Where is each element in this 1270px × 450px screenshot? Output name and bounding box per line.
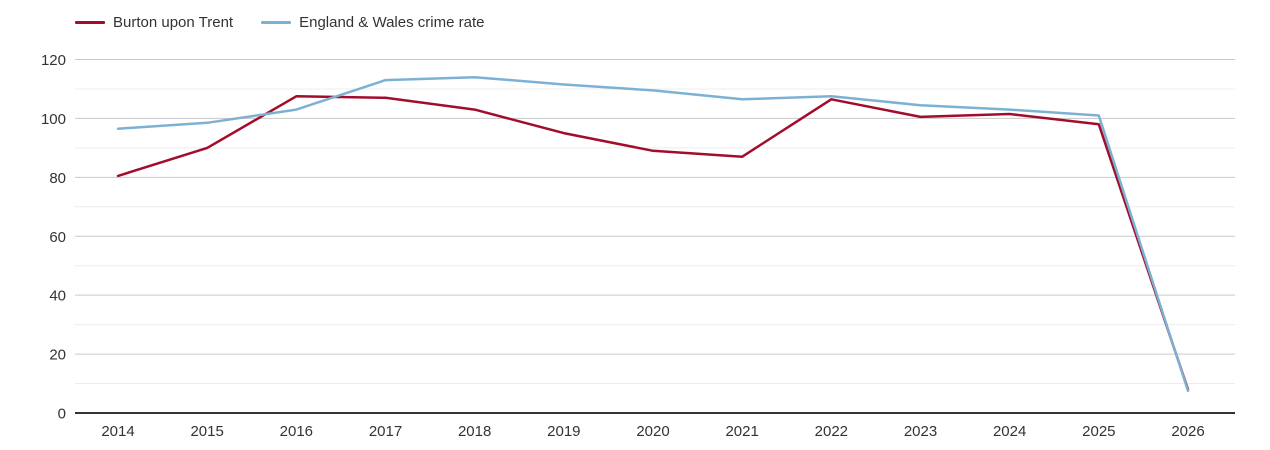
england-wales-crime-rate-line	[116, 75, 1190, 393]
x-axis-tick-label: 2024	[993, 423, 1026, 440]
x-axis-tick-label: 2020	[636, 423, 669, 440]
legend-item-burton-upon-trent[interactable]: Burton upon Trent	[75, 14, 233, 31]
y-axis-tick-label: 0	[58, 406, 66, 423]
y-axis-tick-label: 20	[49, 347, 66, 364]
legend-item-england-wales[interactable]: England & Wales crime rate	[261, 14, 484, 31]
legend: Burton upon Trent England & Wales crime …	[75, 14, 484, 31]
burton-upon-trent-line	[116, 95, 1190, 391]
x-axis-tick-label: 2025	[1082, 423, 1115, 440]
x-axis-tick-label: 2022	[815, 423, 848, 440]
y-axis-tick-label: 80	[49, 170, 66, 187]
legend-label-england-wales: England & Wales crime rate	[299, 14, 485, 31]
y-axis-tick-label: 40	[49, 288, 66, 305]
y-axis-tick-label: 60	[49, 229, 66, 246]
y-axis-tick-label: 120	[41, 52, 66, 69]
x-axis-tick-label: 2026	[1171, 423, 1204, 440]
legend-swatch-england-wales	[261, 21, 292, 24]
x-axis-tick-label: 2018	[458, 423, 491, 440]
x-axis-tick-label: 2021	[725, 423, 758, 440]
legend-label-burton-upon-trent: Burton upon Trent	[113, 14, 234, 31]
y-axis-tick-label: 100	[41, 111, 66, 128]
legend-swatch-burton-upon-trent	[75, 21, 105, 24]
x-axis-tick-label: 2014	[101, 423, 134, 440]
x-axis-tick-label: 2017	[369, 423, 402, 440]
x-axis-tick-label: 2015	[190, 423, 223, 440]
x-axis-tick-label: 2023	[904, 423, 937, 440]
x-axis-tick-label: 2019	[547, 423, 580, 440]
x-axis-tick-label: 2016	[280, 423, 313, 440]
